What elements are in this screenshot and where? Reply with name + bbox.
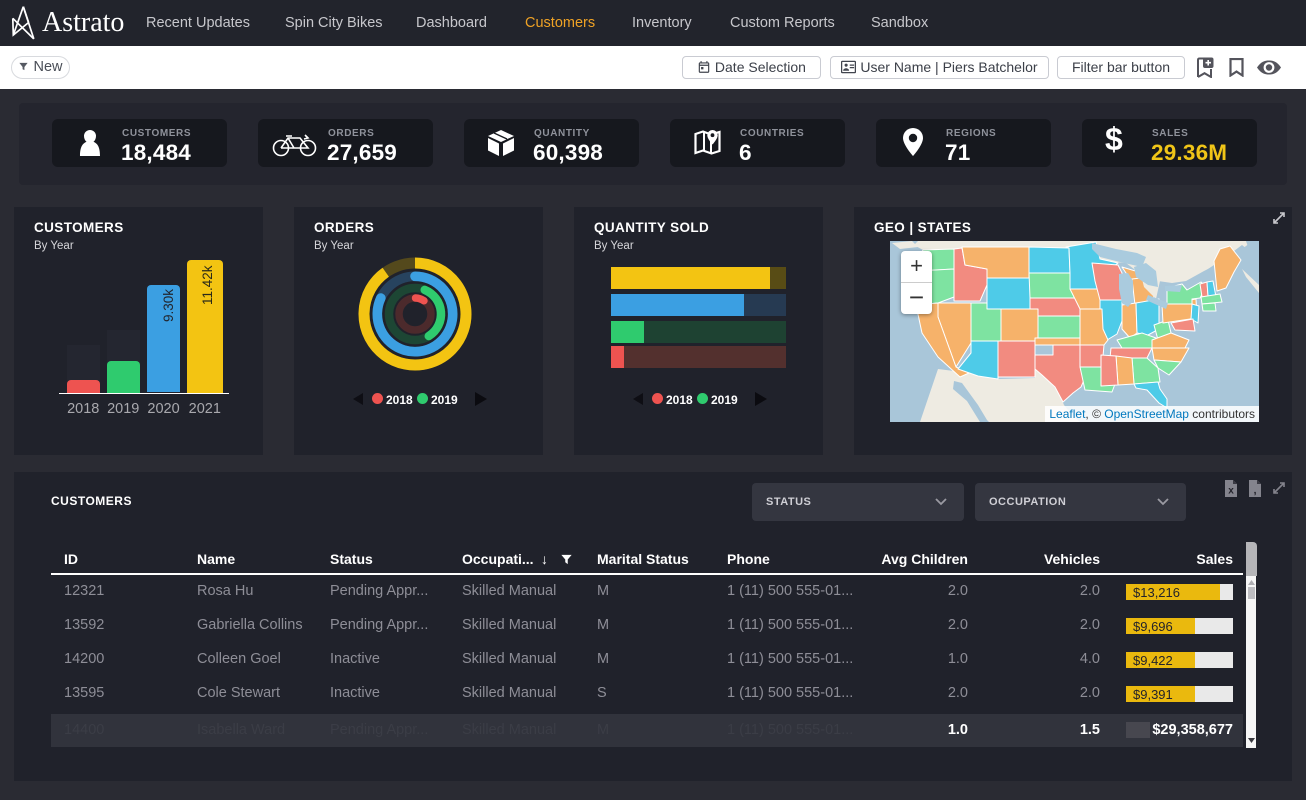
svg-text:11.42k: 11.42k xyxy=(200,265,215,305)
svg-text:9.30k: 9.30k xyxy=(161,289,176,322)
svg-text:,: , xyxy=(1253,485,1256,497)
svg-text:x: x xyxy=(1228,486,1234,497)
